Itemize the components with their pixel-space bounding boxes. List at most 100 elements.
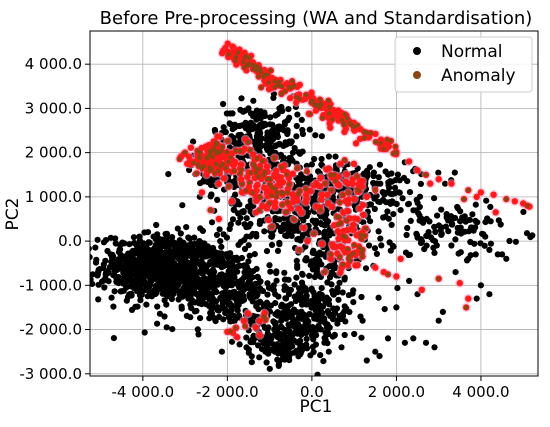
anomaly-core: [358, 232, 364, 237]
normal-point: [115, 280, 122, 287]
anomaly-point: [220, 175, 228, 182]
normal-point: [237, 106, 244, 113]
normal-point: [271, 326, 278, 333]
normal-point: [219, 280, 226, 287]
normal-point: [483, 197, 490, 204]
legend-marker: [413, 47, 421, 55]
anomaly-core: [290, 78, 295, 84]
y-tick-label: -3 000.0: [19, 365, 82, 383]
anomaly-core: [272, 79, 277, 84]
anomaly-core: [352, 242, 357, 248]
normal-point: [277, 227, 285, 235]
anomaly-core: [327, 111, 332, 116]
normal-point: [214, 196, 221, 203]
anomaly-core: [355, 187, 360, 192]
legend-marker: [413, 71, 421, 79]
normal-point: [465, 255, 472, 262]
anomaly-point: [256, 317, 263, 325]
anomaly-core: [351, 124, 357, 129]
anomaly-core: [525, 203, 530, 208]
anomaly-point: [318, 240, 325, 248]
normal-point: [225, 272, 232, 280]
normal-point: [322, 336, 329, 343]
normal-point: [174, 225, 181, 232]
normal-point: [116, 246, 123, 253]
anomaly-core: [295, 192, 301, 197]
normal-point: [438, 230, 445, 237]
normal-point: [179, 202, 186, 209]
anomaly-core: [345, 246, 350, 252]
normal-point: [388, 170, 395, 177]
anomaly-core: [287, 182, 292, 187]
normal-point: [241, 296, 248, 303]
normal-point: [289, 149, 296, 156]
anomaly-point: [377, 136, 385, 143]
anomaly-core: [274, 190, 279, 195]
normal-point: [84, 248, 90, 254]
normal-point: [294, 264, 301, 271]
anomaly-point: [465, 295, 472, 302]
anomaly-core: [368, 130, 374, 136]
anomaly-core: [337, 254, 342, 260]
normal-point: [291, 281, 298, 288]
normal-point: [406, 277, 413, 284]
normal-point: [219, 297, 226, 304]
normal-point: [302, 321, 309, 328]
anomaly-core: [228, 155, 233, 160]
normal-point: [299, 313, 306, 320]
normal-point: [94, 236, 101, 243]
normal-point: [275, 216, 282, 223]
normal-point: [248, 359, 255, 366]
normal-point: [129, 277, 136, 285]
anomaly-point: [405, 158, 413, 165]
anomaly-core: [177, 156, 182, 162]
normal-point: [253, 107, 260, 114]
anomaly-point: [427, 180, 434, 187]
normal-point: [272, 142, 279, 150]
normal-point: [160, 272, 167, 279]
anomaly-point: [372, 264, 379, 271]
anomaly-core: [279, 84, 285, 89]
normal-point: [323, 324, 330, 331]
anomaly-core: [241, 59, 246, 64]
normal-point: [431, 195, 438, 202]
markers: [84, 39, 536, 376]
anomaly-core: [354, 174, 360, 179]
anomaly-point: [231, 159, 239, 166]
normal-point: [183, 224, 190, 231]
normal-point: [312, 132, 319, 139]
normal-point: [298, 279, 306, 286]
normal-point: [229, 110, 236, 117]
normal-point: [394, 285, 401, 292]
anomaly-core: [226, 159, 231, 165]
anomaly-core: [312, 102, 317, 108]
normal-point: [318, 261, 325, 268]
normal-point: [287, 343, 294, 350]
normal-point: [117, 251, 124, 258]
normal-point: [280, 221, 287, 228]
anomaly-core: [342, 112, 348, 117]
normal-point: [173, 266, 180, 273]
anomaly-core: [238, 148, 243, 154]
chart-title: Before Pre-processing (WA and Standardis…: [100, 8, 533, 29]
normal-point: [162, 230, 169, 238]
anomaly-core: [257, 194, 262, 200]
normal-point: [191, 267, 198, 274]
x-tick-label: 4 000.0: [452, 383, 509, 401]
anomaly-point: [310, 182, 318, 189]
normal-point: [143, 267, 150, 274]
normal-point: [267, 302, 274, 309]
anomaly-core: [216, 168, 221, 173]
anomaly-core: [248, 170, 253, 175]
normal-point: [268, 233, 275, 240]
normal-point: [154, 231, 161, 238]
normal-point: [187, 286, 194, 293]
normal-point: [477, 282, 484, 289]
normal-point: [293, 122, 300, 130]
normal-point: [393, 304, 400, 311]
normal-point: [280, 154, 287, 161]
normal-point: [201, 253, 208, 260]
normal-point: [299, 271, 306, 278]
anomaly-point: [350, 160, 358, 167]
normal-point: [136, 248, 143, 255]
